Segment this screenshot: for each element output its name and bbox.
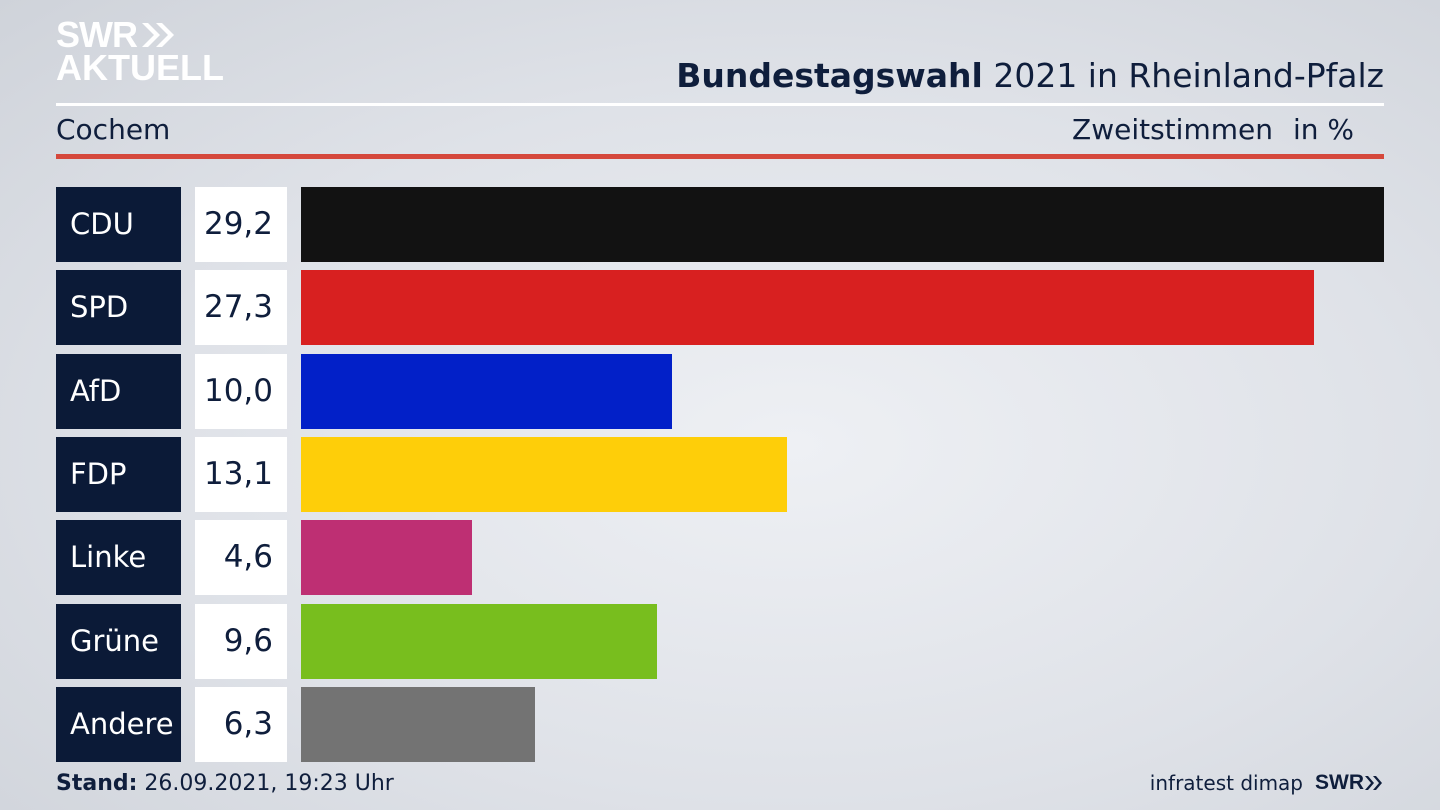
stand-label: Stand: bbox=[56, 771, 138, 796]
logo-line1: SWR bbox=[56, 14, 138, 55]
value-label: 29,2 bbox=[195, 187, 287, 262]
bar-row: Andere 6,3 bbox=[56, 686, 1384, 762]
bar-row: Linke 4,6 bbox=[56, 520, 1384, 596]
bar-row: FDP 13,1 bbox=[56, 436, 1384, 512]
bar bbox=[301, 436, 787, 512]
title-rest: 2021 in Rheinland-Pfalz bbox=[982, 56, 1384, 95]
swr-aktuell-logo: SWR AKTUELL bbox=[56, 14, 224, 88]
header-divider bbox=[56, 103, 1384, 106]
bar-row: AfD 10,0 bbox=[56, 353, 1384, 429]
bar bbox=[301, 187, 1384, 262]
swr-brand: SWR bbox=[1315, 771, 1384, 795]
party-label: Linke bbox=[56, 520, 181, 596]
source-text: infratest dimap bbox=[1149, 771, 1303, 795]
measure-text: Zweitstimmen bbox=[1072, 113, 1273, 146]
source-credit: infratest dimap SWR bbox=[1150, 771, 1384, 795]
swr-brand-text: SWR bbox=[1315, 771, 1364, 794]
timestamp: Stand: 26.09.2021, 19:23 Uhr bbox=[56, 771, 394, 796]
bar bbox=[301, 353, 672, 429]
double-chevron-icon bbox=[1365, 776, 1382, 790]
party-label: Andere bbox=[56, 686, 181, 762]
chart-title: Bundestagswahl 2021 in Rheinland-Pfalz bbox=[676, 56, 1384, 95]
value-label: 27,3 bbox=[195, 270, 287, 346]
value-label: 4,6 bbox=[195, 520, 287, 596]
bar-row: Grüne 9,6 bbox=[56, 603, 1384, 679]
value-label: 10,0 bbox=[195, 353, 287, 429]
party-label: FDP bbox=[56, 436, 181, 512]
party-label: Grüne bbox=[56, 603, 181, 679]
accent-divider bbox=[56, 154, 1384, 159]
party-label: CDU bbox=[56, 187, 181, 262]
bar bbox=[301, 603, 658, 679]
logo-line2: AKTUELL bbox=[56, 47, 224, 88]
party-label: AfD bbox=[56, 353, 181, 429]
value-label: 13,1 bbox=[195, 436, 287, 512]
double-chevron-icon bbox=[142, 22, 174, 47]
value-label: 6,3 bbox=[195, 686, 287, 762]
measure-label: Zweitstimmen in % bbox=[1072, 113, 1354, 146]
region-label: Cochem bbox=[56, 113, 171, 146]
title-bold: Bundestagswahl bbox=[676, 56, 983, 95]
party-label: SPD bbox=[56, 270, 181, 346]
bar bbox=[301, 686, 535, 762]
bar bbox=[301, 520, 472, 596]
bar bbox=[301, 270, 1314, 346]
bar-row: SPD 27,3 bbox=[56, 270, 1384, 346]
stand-value: 26.09.2021, 19:23 Uhr bbox=[137, 771, 394, 796]
value-label: 9,6 bbox=[195, 603, 287, 679]
unit-text: in % bbox=[1292, 113, 1354, 146]
bar-row: CDU 29,2 bbox=[56, 187, 1384, 262]
